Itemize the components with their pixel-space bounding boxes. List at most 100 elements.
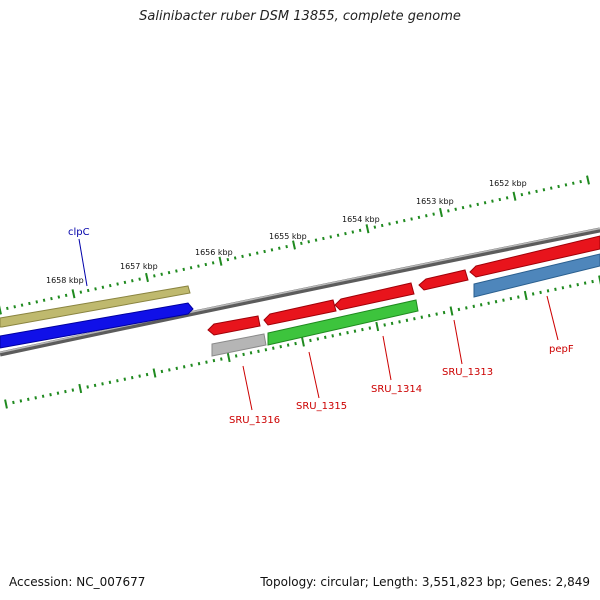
genome-backbone-highlight bbox=[0, 227, 600, 354]
outer-ring-minor-tick bbox=[263, 249, 266, 254]
outer-ring-minor-tick bbox=[579, 179, 582, 184]
outer-ring-minor-tick bbox=[520, 192, 524, 197]
outer-ring-minor-tick bbox=[79, 290, 83, 294]
scale-label-1655: 1655 kbp bbox=[269, 232, 307, 241]
gene-label-clpC: clpC bbox=[68, 227, 90, 238]
gene-pepF bbox=[469, 235, 600, 278]
inner-ring-minor-tick bbox=[583, 281, 587, 285]
gene-clpC bbox=[0, 302, 194, 349]
outer-ring-minor-tick bbox=[28, 301, 31, 306]
inner-ring-minor-tick bbox=[316, 337, 320, 341]
inner-ring-minor-tick bbox=[405, 318, 409, 322]
outer-ring-minor-tick bbox=[476, 202, 480, 207]
outer-ring-major-tick bbox=[512, 191, 517, 201]
inner-ring-minor-tick bbox=[264, 348, 268, 352]
scale-label-1658: 1658 kbp bbox=[46, 276, 84, 285]
outer-ring-minor-tick bbox=[64, 293, 68, 298]
label-line-clpC bbox=[78, 238, 88, 287]
gene-label-SRU_1313: SRU_1313 bbox=[442, 367, 493, 378]
inner-ring-minor-tick bbox=[205, 360, 208, 364]
accession-text: Accession: NC_007677 bbox=[9, 575, 146, 589]
inner-ring-major-tick bbox=[152, 368, 157, 378]
inner-ring-minor-tick bbox=[272, 346, 275, 350]
outer-ring-minor-tick bbox=[322, 236, 325, 241]
inner-ring-major-tick bbox=[4, 399, 8, 409]
inner-ring-minor-tick bbox=[12, 400, 15, 405]
inner-ring-major-tick bbox=[78, 383, 83, 394]
inner-ring-minor-tick bbox=[182, 365, 186, 369]
inner-ring-minor-tick bbox=[71, 388, 75, 392]
gene-pepF-inner-steel bbox=[473, 253, 600, 298]
gene-SRU_1316-inner-gray bbox=[211, 333, 267, 357]
inner-ring-minor-tick bbox=[234, 354, 238, 358]
inner-ring-minor-tick bbox=[145, 372, 149, 377]
outer-ring-minor-tick bbox=[402, 218, 406, 223]
outer-ring-major-tick bbox=[439, 207, 443, 218]
outer-ring-minor-tick bbox=[13, 305, 17, 309]
outer-ring-minor-tick bbox=[505, 196, 509, 200]
outer-ring-minor-tick bbox=[94, 287, 97, 291]
outer-ring-minor-tick bbox=[189, 266, 193, 270]
inner-ring-minor-tick bbox=[116, 379, 119, 383]
outer-ring-minor-tick bbox=[380, 223, 384, 228]
outer-ring-minor-tick bbox=[491, 199, 494, 203]
inner-ring-minor-tick bbox=[427, 313, 431, 318]
inner-ring-minor-tick bbox=[487, 301, 490, 305]
outer-ring-minor-tick bbox=[182, 267, 186, 272]
scale-labels: 1658 kbp 1657 kbp 1656 kbp 1655 kbp 1654… bbox=[46, 179, 527, 285]
outer-ring-minor-tick bbox=[108, 283, 112, 288]
outer-ring-minor-tick bbox=[204, 262, 208, 267]
inner-ring-minor-tick bbox=[383, 323, 386, 327]
outer-ring-minor-tick bbox=[447, 209, 450, 213]
outer-scale-ring bbox=[0, 175, 590, 315]
outer-ring-minor-tick bbox=[116, 282, 119, 286]
inner-ring-major-tick bbox=[375, 321, 380, 332]
inner-ring-minor-tick bbox=[561, 286, 565, 290]
inner-ring-minor-tick bbox=[472, 304, 476, 309]
inner-ring-minor-tick bbox=[539, 290, 542, 295]
inner-ring-minor-tick bbox=[130, 375, 134, 380]
inner-ring-minor-tick bbox=[338, 332, 342, 336]
gene-label-SRU_1315: SRU_1315 bbox=[296, 401, 347, 412]
inner-ring-minor-tick bbox=[86, 385, 89, 389]
inner-ring-minor-tick bbox=[331, 334, 334, 338]
outer-ring-minor-tick bbox=[248, 253, 252, 257]
inner-ring-minor-tick bbox=[26, 397, 30, 402]
inner-ring-minor-tick bbox=[509, 296, 513, 301]
inner-ring-minor-tick bbox=[554, 287, 557, 291]
inner-ring-minor-tick bbox=[138, 374, 141, 378]
outer-ring-minor-tick bbox=[50, 296, 53, 301]
outer-ring-minor-tick bbox=[211, 261, 215, 265]
inner-ring-minor-tick bbox=[34, 396, 37, 400]
inner-ring-minor-tick bbox=[457, 307, 461, 312]
inner-ring-minor-tick bbox=[19, 399, 23, 403]
inner-ring-minor-tick bbox=[353, 329, 357, 333]
inner-ring-minor-tick bbox=[569, 284, 572, 288]
inner-ring-minor-tick bbox=[390, 321, 394, 326]
outer-ring-minor-tick bbox=[6, 306, 9, 311]
outer-ring-minor-tick bbox=[483, 201, 487, 205]
inner-ring-minor-tick bbox=[160, 369, 164, 374]
outer-ring-minor-tick bbox=[277, 246, 281, 250]
genome-backbone bbox=[0, 227, 600, 357]
outer-ring-minor-tick bbox=[20, 303, 24, 307]
outer-ring-minor-tick bbox=[417, 215, 421, 220]
label-line-pepF bbox=[546, 295, 559, 341]
inner-ring-major-tick bbox=[301, 337, 305, 347]
inner-ring-minor-tick bbox=[93, 383, 97, 388]
inner-ring-minor-tick bbox=[101, 382, 104, 386]
outer-ring-minor-tick bbox=[410, 217, 413, 221]
gene-SRU_1314 bbox=[334, 282, 415, 311]
inner-ring-minor-tick bbox=[531, 292, 535, 296]
label-line-SRU_1315 bbox=[308, 351, 320, 399]
outer-ring-minor-tick bbox=[373, 225, 377, 229]
outer-ring-minor-tick bbox=[542, 188, 546, 192]
scale-label-1652: 1652 kbp bbox=[489, 179, 527, 188]
scale-label-1656: 1656 kbp bbox=[195, 248, 233, 257]
outer-ring-minor-tick bbox=[86, 288, 90, 293]
outer-ring-minor-tick bbox=[42, 298, 46, 302]
inner-ring-minor-tick bbox=[190, 363, 193, 367]
inner-ring-minor-tick bbox=[249, 351, 253, 355]
inner-ring-minor-tick bbox=[257, 349, 260, 353]
outer-ring-major-tick bbox=[292, 240, 296, 250]
